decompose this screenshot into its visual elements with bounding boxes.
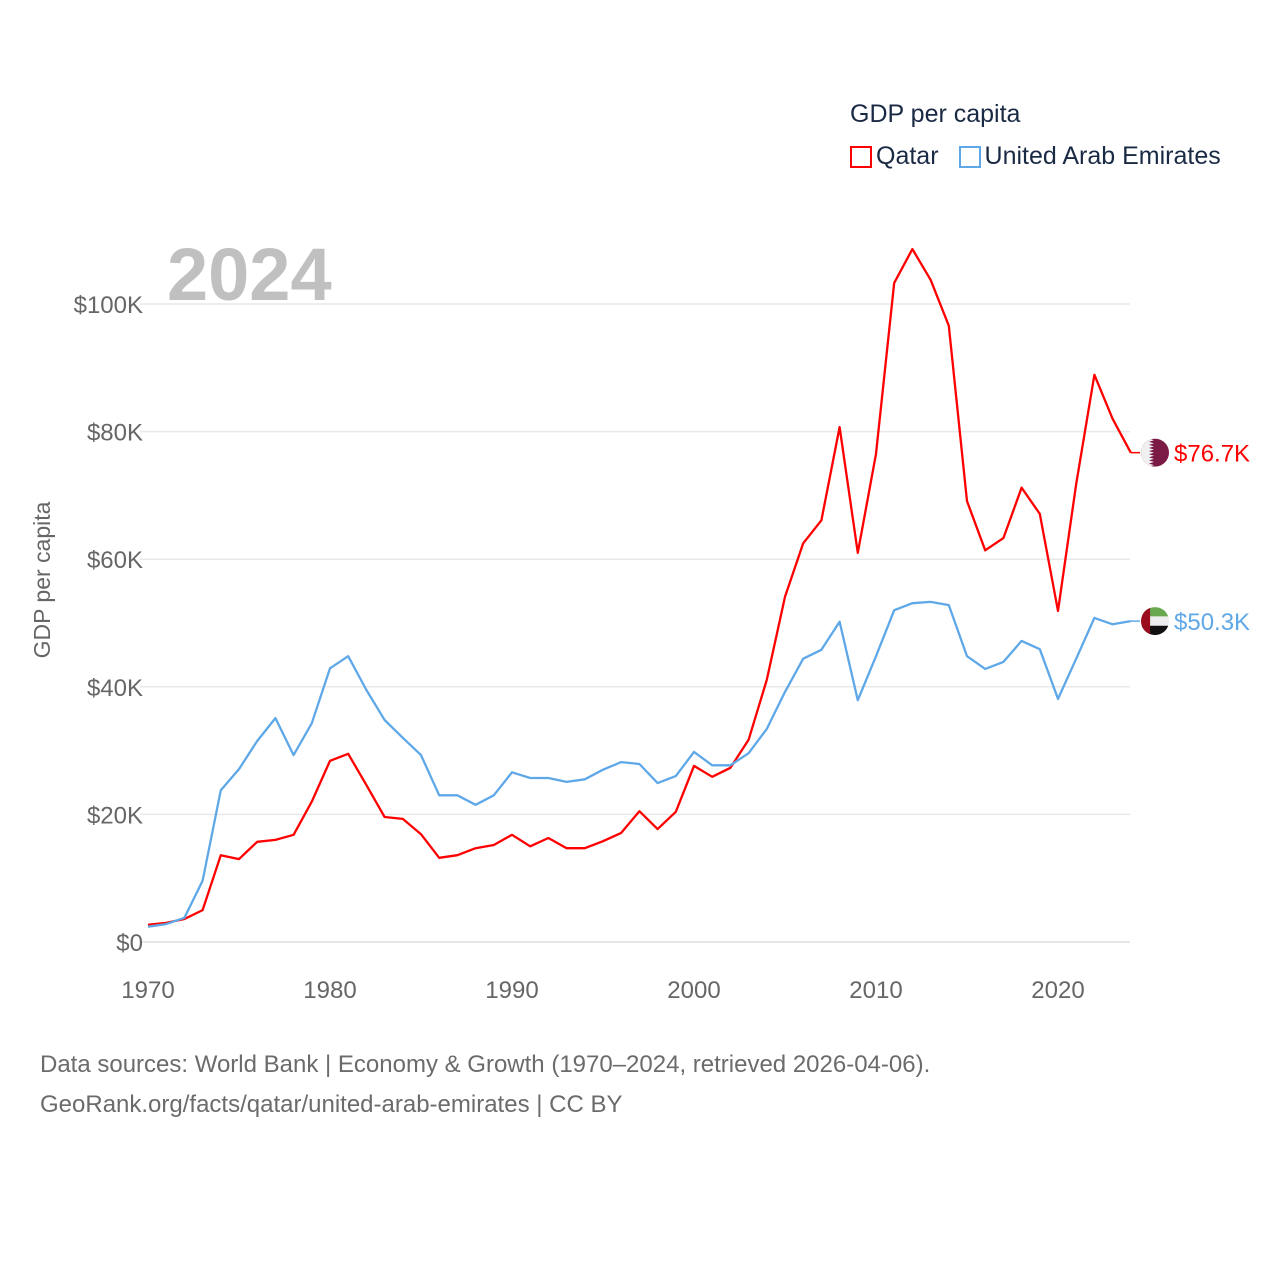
y-tick-label: $40K <box>87 675 143 702</box>
series-line-qatar <box>147 247 1132 926</box>
legend: Qatar United Arab Emirates <box>850 142 1235 171</box>
legend-item-uae[interactable]: United Arab Emirates <box>958 142 1221 171</box>
series-line-uae <box>147 600 1131 928</box>
year-label: 2024 <box>167 233 332 316</box>
uae-flag-icon <box>1141 607 1169 636</box>
x-tick-label: 2020 <box>1031 977 1084 1004</box>
legend-item-qatar[interactable]: Qatar <box>850 142 939 171</box>
end-value-label: $76.7K <box>1174 441 1250 468</box>
x-tick-label: 1970 <box>121 977 174 1004</box>
y-tick-label: $60K <box>87 547 143 574</box>
legend-title: GDP per capita <box>850 100 1021 128</box>
end-value-label: $50.3K <box>1174 609 1250 636</box>
y-tick-label: $20K <box>87 802 143 829</box>
source-link[interactable]: GeoRank.org/facts/qatar/united-arab-emir… <box>40 1091 623 1118</box>
x-tick-label: 2000 <box>667 977 720 1004</box>
y-axis-label: GDP per capita <box>29 501 55 658</box>
legend-swatch-uae <box>958 145 981 168</box>
source-note: Data sources: World Bank | Economy & Gro… <box>40 1045 930 1125</box>
x-tick-label: 1980 <box>303 977 356 1004</box>
legend-swatch-qatar <box>850 145 872 168</box>
y-tick-label: $0 <box>116 930 143 957</box>
y-tick-label: $100K <box>74 292 143 319</box>
x-tick-label: 2010 <box>849 977 902 1004</box>
x-tick-label: 1990 <box>485 977 538 1004</box>
y-tick-label: $80K <box>87 420 143 447</box>
qatar-flag-icon <box>1141 438 1169 467</box>
legend-label: Qatar <box>876 142 939 170</box>
legend-label: United Arab Emirates <box>984 142 1221 170</box>
source-line: Data sources: World Bank | Economy & Gro… <box>40 1051 931 1078</box>
